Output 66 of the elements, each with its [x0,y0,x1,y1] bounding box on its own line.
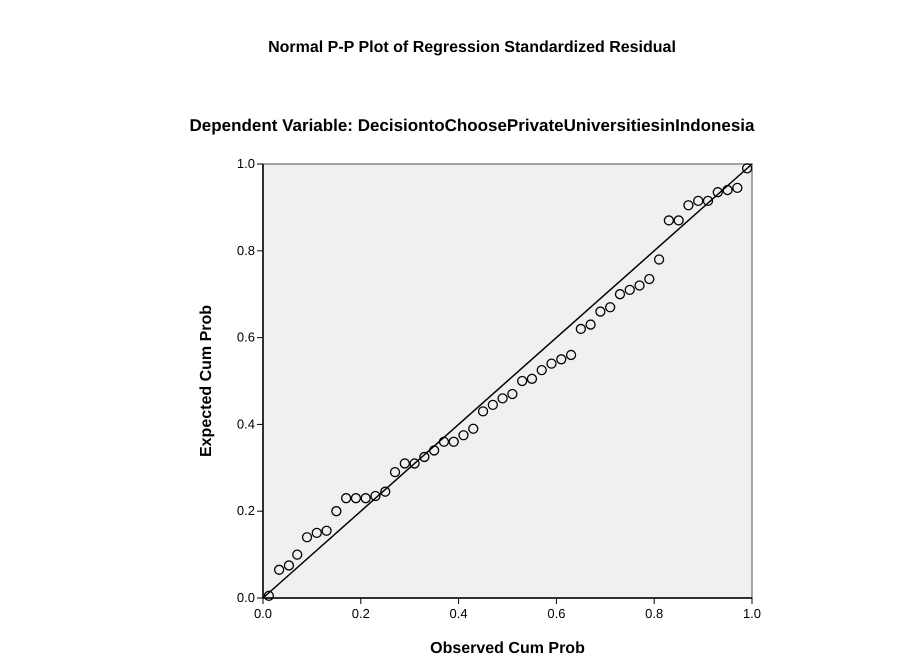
point [478,406,488,417]
point [722,184,733,196]
point [517,376,528,386]
point [683,200,694,210]
y-tick-label: 0.4 [236,416,255,432]
point [664,215,674,226]
point [556,354,566,364]
point [292,549,302,560]
point [360,493,371,504]
point [284,560,294,571]
point [274,564,284,575]
point [732,182,742,194]
x-tick-label: 1.0 [742,606,762,621]
point [585,319,596,330]
point [576,324,586,334]
point [546,358,557,369]
point [712,187,723,198]
point [644,274,654,284]
point [264,590,274,601]
point [536,365,547,376]
point [458,430,469,440]
point [370,490,381,502]
point [693,196,704,206]
point [566,350,576,360]
point [331,506,342,516]
point [595,306,606,317]
point [321,526,332,536]
x-tick-label: 0.6 [547,606,566,621]
y-tick-label: 0.0 [236,590,255,605]
point [468,424,478,434]
point [448,436,459,447]
point [419,452,430,462]
x-tick-label: 0.2 [352,606,370,621]
point [340,493,352,504]
x-tick-label: 0.8 [645,606,664,621]
y-axis-title: Expected Cum Prob [198,304,215,458]
point [634,280,645,291]
point [400,458,410,469]
point [702,196,714,206]
y-tick-label: 0.6 [236,330,255,345]
x-tick-label: 0.0 [254,606,272,621]
point [624,284,635,296]
point [507,388,518,400]
x-tick-label: 0.4 [450,606,468,621]
point [654,254,664,265]
point [605,302,616,312]
point [380,486,390,497]
x-axis-title: Observed Cum Prob [430,640,586,657]
point [526,374,538,384]
y-tick-label: 0.8 [236,242,255,258]
chart-subtitle: Dependent Variable: DecisiontoChoosePrivateUniversitiesinIndonesia [190,116,756,135]
point [488,400,498,410]
point [312,528,322,538]
point [674,215,684,226]
point [497,393,508,404]
chart-title: Normal P-P Plot of Regression Standardized Residual [268,39,676,56]
y-tick-label: 0.2 [236,503,255,518]
point [409,458,420,469]
point [438,436,450,447]
point [429,445,440,456]
point [614,289,626,300]
y-tick-label: 1.0 [236,156,255,171]
point [350,493,362,504]
point [742,163,752,174]
point [390,466,400,478]
point [302,532,312,542]
